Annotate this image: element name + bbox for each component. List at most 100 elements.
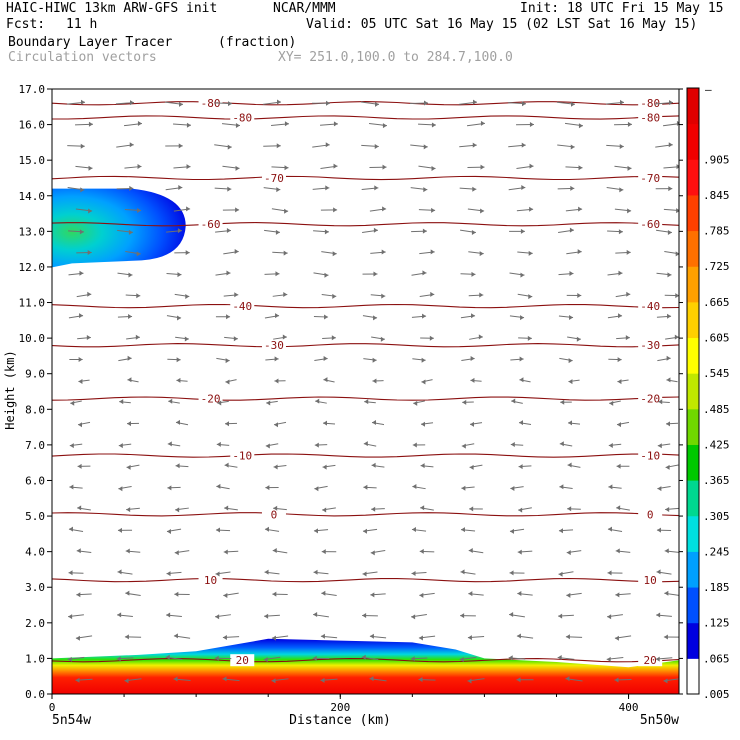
circulation-vector (167, 357, 181, 363)
contour-label-bg (638, 392, 663, 405)
circulation-vector (69, 484, 83, 490)
circulation-vector (313, 272, 329, 278)
circulation-vector (166, 228, 182, 234)
y-tick-label: 4.0 (25, 546, 45, 559)
circulation-vector (314, 485, 328, 492)
circulation-vector (508, 655, 526, 661)
circulation-vector (516, 206, 534, 212)
circulation-vector (666, 377, 678, 383)
circulation-vector (68, 229, 84, 235)
circulation-vector (166, 571, 182, 577)
circulation-vector (320, 677, 338, 683)
circulation-vector (214, 144, 232, 150)
circulation-vector (516, 163, 534, 169)
colorbar-label: .845 (703, 189, 730, 202)
circulation-vector (509, 272, 525, 278)
circulation-vector (119, 399, 131, 405)
circulation-vector (322, 464, 336, 470)
circulation-vector (118, 443, 132, 449)
circulation-vector (615, 249, 631, 255)
y-tick-label: 8.0 (25, 403, 45, 416)
circulation-vector (265, 485, 279, 491)
circulation-vector (68, 570, 84, 576)
circulation-vector (222, 635, 240, 641)
circulation-vector (76, 291, 92, 298)
circulation-vector (68, 270, 84, 276)
circulation-vector (223, 292, 239, 298)
circulation-vector (370, 249, 386, 255)
circulation-vector (273, 464, 287, 470)
contour-label-bg (638, 508, 663, 521)
circulation-vector (462, 399, 474, 405)
circulation-vector (419, 548, 435, 554)
circulation-vector (117, 527, 133, 533)
circulation-vector (320, 163, 338, 169)
circulation-vector (411, 570, 427, 576)
circulation-vector (313, 528, 329, 534)
circulation-vector (363, 484, 377, 490)
temperature-contour (52, 577, 679, 583)
contour-label-bg (198, 97, 223, 110)
circulation-vector (216, 357, 230, 364)
circulation-vector (125, 548, 141, 554)
circulation-vector (166, 528, 182, 534)
circulation-vector (215, 270, 231, 276)
circulation-vector (656, 313, 672, 319)
circulation-vector (118, 355, 132, 362)
colorbar-segment (687, 159, 699, 196)
circulation-vector (412, 483, 426, 490)
colorbar-segment (687, 230, 699, 267)
circulation-vector (214, 186, 232, 192)
contour-label: -80 (232, 111, 252, 124)
circulation-vector (665, 464, 679, 470)
circulation-vector (566, 293, 582, 299)
circulation-vector (175, 507, 189, 513)
contour-label-bg (638, 97, 663, 110)
circulation-vector (215, 571, 231, 577)
circulation-vector (173, 122, 191, 128)
circulation-vector (419, 291, 435, 297)
circulation-vector (419, 249, 435, 255)
circulation-vector (466, 120, 486, 127)
circulation-vector (664, 590, 679, 596)
circulation-vector (411, 270, 427, 276)
contour-label-bg (230, 654, 255, 667)
y-tick-label: 16.0 (19, 119, 46, 132)
circulation-vector (266, 400, 278, 406)
colorbar-segment (687, 622, 699, 659)
circulation-vector (566, 592, 582, 598)
circulation-vector (271, 208, 289, 214)
circulation-vector (508, 142, 526, 148)
circulation-vector (175, 336, 189, 342)
temperature-contour (52, 343, 679, 348)
circulation-vector (607, 229, 623, 235)
model-title: HAIC-HIWC 13km ARW-GFS init (6, 1, 218, 16)
circulation-vector (68, 526, 84, 532)
upper-plume-fill (52, 188, 186, 268)
circulation-vector (558, 528, 574, 534)
contour-label-bg (638, 171, 663, 184)
circulation-vector (215, 527, 231, 533)
circulation-vector (607, 614, 623, 620)
circulation-vector (225, 379, 237, 385)
circulation-vector (175, 463, 189, 469)
colorbar-segment (687, 658, 699, 695)
circulation-vector (412, 357, 426, 363)
circulation-vector (517, 293, 533, 300)
circulation-vector (361, 654, 379, 661)
contour-label: 0 (271, 508, 278, 521)
circulation-vector (264, 526, 280, 532)
circulation-vector (216, 483, 230, 490)
circulation-vector (117, 612, 133, 618)
circulation-vector (559, 484, 573, 490)
circulation-vector (320, 207, 338, 213)
circulation-vector (608, 484, 622, 490)
contour-label-bg (198, 218, 223, 231)
colorbar-segment (687, 373, 699, 410)
circulation-vector (174, 550, 190, 556)
circulation-vector (126, 334, 140, 340)
circulation-vector (68, 313, 84, 319)
circulation-vector (558, 315, 574, 321)
circulation-vector (173, 206, 191, 212)
